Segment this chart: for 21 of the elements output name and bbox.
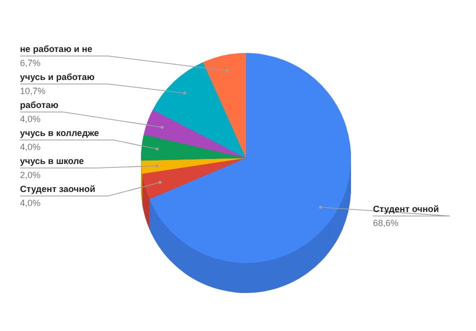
data-label: 2,0%: [20, 170, 41, 180]
slice-label: учусь в школе: [20, 156, 84, 166]
pie-slice: [141, 158, 246, 174]
data-label: 4,0%: [20, 114, 41, 124]
pie-slice: [149, 53, 351, 263]
slice-label: учусь и работаю: [20, 72, 95, 82]
pie-slice: [141, 134, 246, 161]
pie-slice: [203, 53, 246, 158]
pie-slice: [142, 158, 246, 200]
slice-label: Студент заочной: [20, 184, 96, 194]
pie-slice: [152, 62, 246, 158]
data-label: 4,0%: [20, 198, 41, 208]
slice-label: работаю: [20, 100, 59, 110]
slice-label: не работаю и не: [20, 44, 92, 54]
data-label: 10,7%: [20, 86, 46, 96]
slice-label: учусь в колледже: [20, 128, 100, 138]
data-label: 6,7%: [20, 58, 41, 68]
pie-slice: [144, 110, 246, 158]
data-label: 4,0%: [20, 142, 41, 152]
data-label: 68,6%: [373, 218, 399, 228]
slice-label: Студент очной: [373, 204, 439, 214]
